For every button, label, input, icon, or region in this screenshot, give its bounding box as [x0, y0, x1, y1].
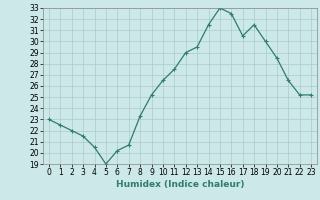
- X-axis label: Humidex (Indice chaleur): Humidex (Indice chaleur): [116, 180, 244, 189]
